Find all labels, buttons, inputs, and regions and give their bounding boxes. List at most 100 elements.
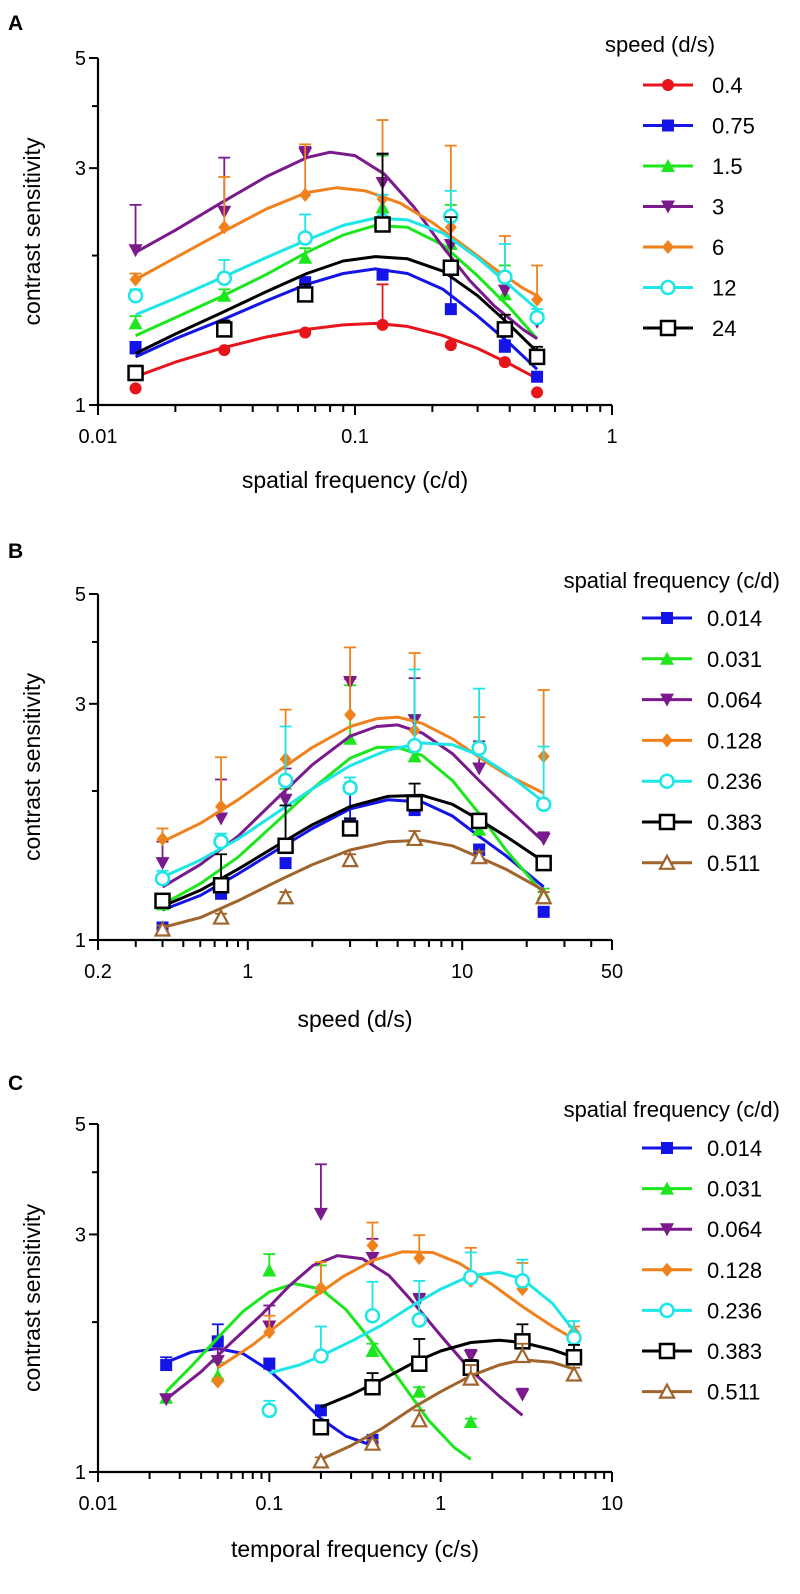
data-point <box>212 877 230 894</box>
series-0p031 <box>155 684 551 911</box>
data-point <box>314 1281 327 1296</box>
y-tick-label: 5 <box>75 584 86 606</box>
chart-panel-a: A 1 3 5 0.01 0.1 1 spatial frequency (c/d) contr… <box>8 12 755 493</box>
data-point <box>296 286 314 303</box>
data-point <box>514 1273 531 1289</box>
data-point <box>341 820 359 837</box>
legend-marker <box>661 200 675 214</box>
legend-label: 0.064 <box>707 688 762 713</box>
legend-label: 0.511 <box>707 1380 760 1405</box>
data-point <box>211 1374 224 1389</box>
data-point <box>531 292 544 307</box>
data-point <box>129 272 142 287</box>
data-point <box>299 277 312 290</box>
legend-label: 0.128 <box>707 728 762 753</box>
data-point <box>472 762 487 776</box>
data-point <box>344 707 357 722</box>
fit-curve <box>134 223 539 340</box>
data-point <box>498 356 511 369</box>
data-point <box>160 1359 173 1372</box>
data-point <box>216 321 233 338</box>
data-point <box>531 370 544 383</box>
fit-curve <box>134 267 539 371</box>
legend-item: 0.031 <box>642 647 762 672</box>
x-tick-label: 10 <box>451 961 473 983</box>
x-tick-label: 1 <box>242 961 253 983</box>
data-point <box>156 831 169 846</box>
legend-item: 0.014 <box>642 1136 762 1161</box>
data-point <box>470 847 488 865</box>
y-tick-label: 1 <box>75 1462 86 1484</box>
legend-item: 0.031 <box>642 1177 762 1202</box>
legend-label: 0.128 <box>707 1258 762 1283</box>
fit-curve <box>216 1250 575 1369</box>
data-point <box>406 794 423 812</box>
fit-curve <box>320 1358 575 1461</box>
legend-title: spatial frequency (c/d) <box>564 1097 780 1122</box>
legend-item: 0.128 <box>642 728 762 753</box>
data-point <box>366 1238 379 1253</box>
series-0p511 <box>153 829 553 937</box>
data-point <box>364 1378 381 1396</box>
legend-marker <box>659 319 677 337</box>
data-point <box>276 887 295 905</box>
data-point <box>376 268 389 281</box>
data-point <box>263 1357 276 1370</box>
data-point <box>211 1335 224 1348</box>
legend: speed (d/s) 0.4 0.75 1.5 3 6 12 24 <box>605 32 755 341</box>
x-tick-label: 1 <box>606 426 617 448</box>
chart-panel-b: B 1 3 5 0.2 1 10 50 speed (d/s) contrast sensitiv… <box>8 540 780 1032</box>
legend-marker <box>659 1302 675 1319</box>
series-24 <box>127 152 546 382</box>
legend-marker <box>661 1262 673 1277</box>
legend-item: 12 <box>643 276 736 301</box>
legend-label: 1.5 <box>712 154 743 179</box>
data-point <box>376 318 389 331</box>
y-tick-label: 5 <box>75 1114 86 1136</box>
data-point <box>277 772 294 789</box>
data-point <box>218 344 231 357</box>
data-point <box>413 1251 426 1266</box>
legend-item: 0.4 <box>643 73 743 98</box>
x-tick-label: 0.01 <box>79 1493 118 1515</box>
legend-marker <box>661 1142 673 1154</box>
legend-item: 0.75 <box>643 114 755 139</box>
data-point <box>535 796 552 813</box>
y-axis-title: contrast sensitivity <box>19 137 45 325</box>
legend-item: 3 <box>643 195 724 220</box>
data-point <box>215 799 228 814</box>
data-point <box>298 250 313 264</box>
data-point <box>405 829 424 847</box>
fit-curve <box>134 255 539 355</box>
x-tick-label: 0.1 <box>255 1493 283 1515</box>
y-tick-label: 3 <box>75 158 86 180</box>
data-point <box>312 1418 330 1436</box>
data-point <box>213 833 229 850</box>
data-point <box>262 1263 277 1277</box>
chart-panel-c: C 1 3 5 0.01 0.1 1 10 temporal frequency (c/s) co… <box>8 1072 780 1562</box>
legend-label: 6 <box>712 235 724 260</box>
data-point <box>153 920 172 937</box>
data-point <box>263 1325 276 1340</box>
y-tick-label: 3 <box>75 1224 86 1246</box>
data-point <box>313 1207 328 1221</box>
series-0p511 <box>312 1342 583 1469</box>
data-point <box>127 364 144 382</box>
legend-marker <box>658 853 676 870</box>
legend-item: 0.128 <box>642 1258 762 1283</box>
legend-label: 0.383 <box>707 1339 762 1364</box>
data-point <box>463 1269 479 1286</box>
data-point <box>277 837 294 855</box>
legend-marker <box>660 693 674 707</box>
legend-item: 0.511 <box>642 851 760 876</box>
data-point <box>463 1349 478 1363</box>
legend-marker <box>661 733 673 748</box>
x-axis-title: spatial frequency (c/d) <box>242 467 468 493</box>
data-point <box>374 216 391 233</box>
legend-label: 0.064 <box>707 1217 762 1242</box>
data-point <box>217 288 232 302</box>
data-point <box>212 908 230 925</box>
fit-curve <box>161 741 545 879</box>
data-point <box>461 1369 480 1386</box>
data-point <box>463 1415 478 1429</box>
